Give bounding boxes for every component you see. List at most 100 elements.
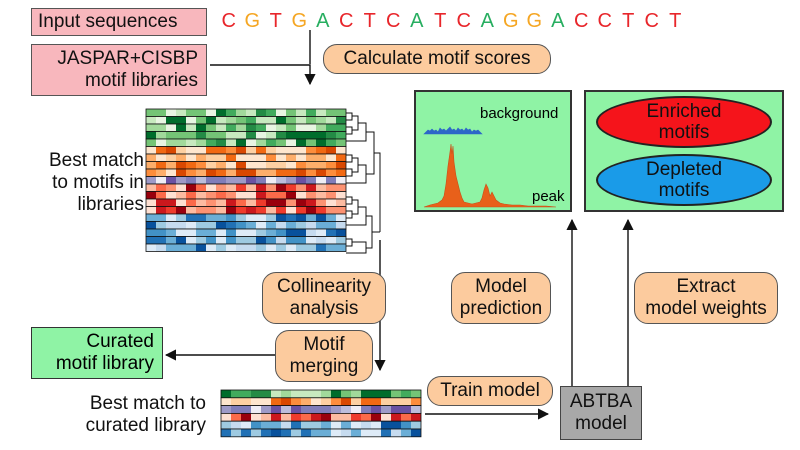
abtba-model-box: ABTBA model — [560, 386, 642, 440]
heatmap-cell — [411, 429, 421, 437]
heatmap-cell — [306, 199, 316, 207]
heatmap-cell — [291, 397, 301, 406]
heatmap-cell — [286, 109, 296, 117]
heatmap-cell — [196, 199, 206, 207]
heatmap-cell — [186, 154, 196, 162]
curated-line1: Curated — [86, 331, 154, 352]
heatmap-cell — [256, 229, 266, 237]
heatmap-cell — [316, 244, 326, 252]
heatmap-cell — [241, 413, 251, 422]
heatmap-cell — [411, 421, 421, 429]
heatmap-cell — [306, 146, 316, 154]
peak-signal — [423, 143, 557, 208]
heatmap-cell — [266, 206, 276, 214]
heatmap-cell — [371, 405, 381, 414]
heatmap-cell — [206, 236, 216, 244]
heatmap-cell — [331, 413, 341, 422]
heatmap-cell — [266, 191, 276, 199]
heatmap-cell — [281, 390, 291, 398]
heatmap-cell — [266, 154, 276, 162]
extract-model-weights-step: Extract model weights — [634, 272, 778, 324]
heatmap-cell — [306, 184, 316, 192]
heatmap-cell — [391, 421, 401, 429]
heatmap-cell — [216, 116, 226, 124]
heatmap-cell — [221, 390, 231, 398]
heatmap-cell — [326, 236, 336, 244]
heatmap-cell — [196, 221, 206, 229]
heatmap-cell — [146, 161, 156, 169]
heatmap-cell — [251, 429, 261, 437]
heatmap-cell — [286, 124, 296, 132]
heatmap-cell — [281, 421, 291, 429]
heatmap-cell — [226, 139, 236, 147]
heatmap-cell — [321, 429, 331, 437]
heatmap-cell — [226, 244, 236, 252]
heatmap-cell — [176, 146, 186, 154]
best-match-curated-label: Best match to curated library — [36, 393, 206, 437]
heatmap-cell — [321, 390, 331, 398]
heatmap-cell — [216, 146, 226, 154]
heatmap-cell — [231, 421, 241, 429]
heatmap-cell — [186, 184, 196, 192]
heatmap-cell — [166, 206, 176, 214]
heatmap-cell — [186, 116, 196, 124]
heatmap-cell — [276, 236, 286, 244]
train-model-label: Train model — [440, 380, 540, 401]
heatmap-cell — [316, 229, 326, 237]
heatmap-cell — [166, 146, 176, 154]
nucleotide-letter: T — [622, 10, 635, 32]
heatmap-cell — [371, 413, 381, 422]
heatmap-cell — [336, 214, 346, 222]
heatmap-cell — [256, 176, 266, 184]
heatmap-cell — [321, 413, 331, 422]
heatmap-cell — [321, 397, 331, 406]
heatmap-cell — [176, 131, 186, 139]
heatmap-cell — [206, 244, 216, 252]
heatmap-cell — [186, 169, 196, 177]
heatmap-cell — [156, 184, 166, 192]
heatmap-cell — [336, 109, 346, 117]
heatmap-cell — [326, 184, 336, 192]
heatmap-cell — [256, 146, 266, 154]
heatmap-cell — [381, 397, 391, 406]
heatmap-cell — [246, 229, 256, 237]
heatmap-cell — [306, 131, 316, 139]
heatmap-cell — [296, 184, 306, 192]
heatmap-cell — [241, 397, 251, 406]
nucleotide-letter: T — [434, 10, 447, 32]
heatmap-cell — [266, 214, 276, 222]
heatmap-cell — [291, 413, 301, 422]
heatmap-cell — [256, 199, 266, 207]
heatmap-cell — [286, 206, 296, 214]
heatmap-cell — [246, 146, 256, 154]
best-match-curated-line1: Best match to — [89, 393, 206, 414]
heatmap-cell — [296, 229, 306, 237]
heatmap-cell — [276, 161, 286, 169]
heatmap-cell — [146, 146, 156, 154]
heatmap-cell — [186, 191, 196, 199]
heatmap-cell — [146, 131, 156, 139]
heatmap-cell — [216, 214, 226, 222]
heatmap-cell — [231, 397, 241, 406]
heatmap-cell — [186, 199, 196, 207]
heatmap-cell — [351, 421, 361, 429]
heatmap-cell — [291, 405, 301, 414]
heatmap-cell — [411, 413, 421, 422]
heatmap-cell — [206, 199, 216, 207]
heatmap-cell — [316, 154, 326, 162]
heatmap-cell — [156, 139, 166, 147]
heatmap-cell — [266, 244, 276, 252]
heatmap-cell — [391, 405, 401, 414]
heatmap-cell — [226, 154, 236, 162]
heatmap-cell — [176, 116, 186, 124]
heatmap-cell — [176, 184, 186, 192]
heatmap-cell — [246, 176, 256, 184]
heatmap-cell — [216, 184, 226, 192]
heatmap-cell — [236, 146, 246, 154]
heatmap-cell — [216, 244, 226, 252]
heatmap-cell — [186, 244, 196, 252]
heatmap-cell — [196, 116, 206, 124]
heatmap-cell — [336, 221, 346, 229]
heatmap-cell — [261, 405, 271, 414]
heatmap-cell — [146, 221, 156, 229]
